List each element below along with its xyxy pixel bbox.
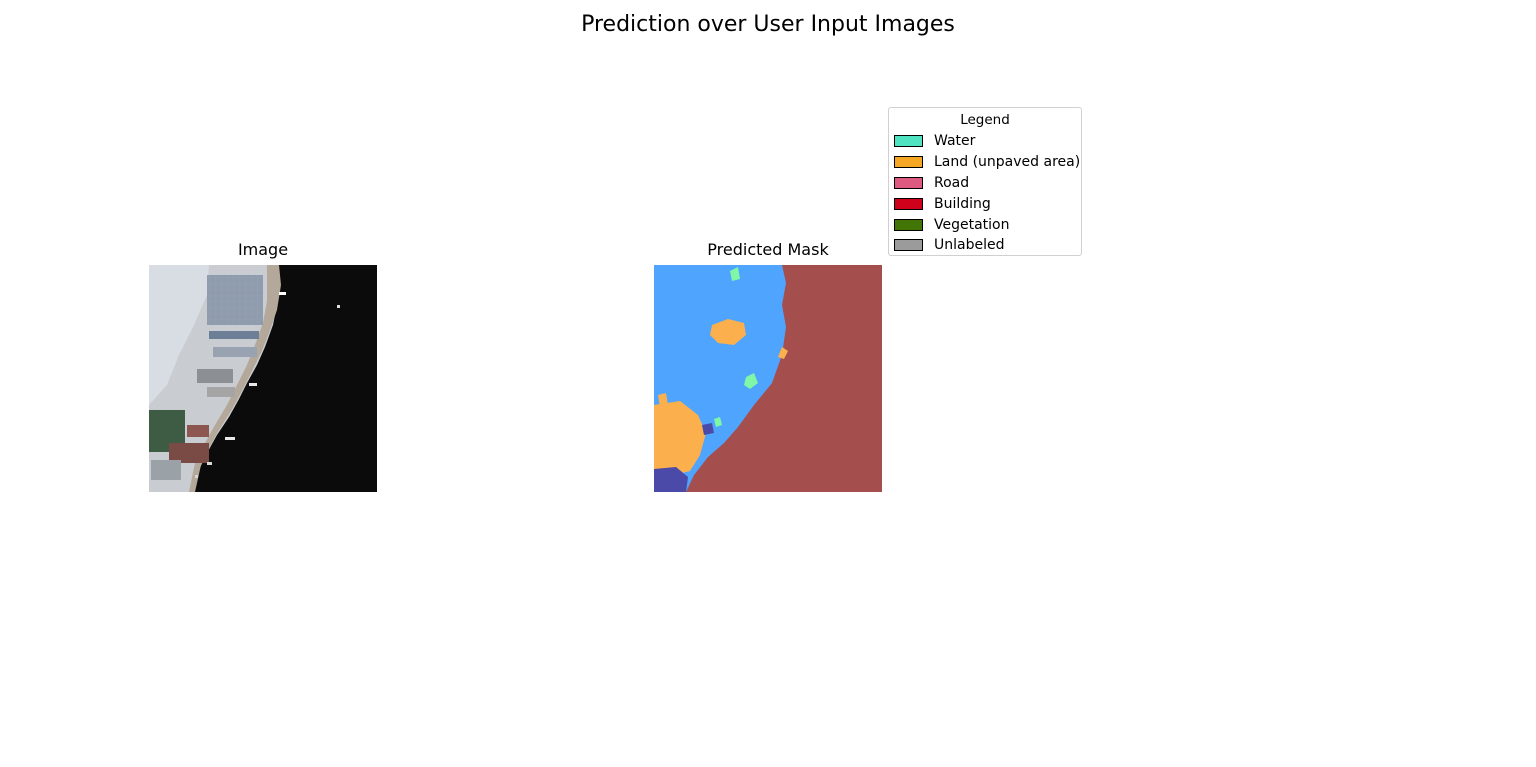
legend-item-vegetation: Vegetation: [894, 214, 1081, 235]
legend-item-unlabeled: Unlabeled: [894, 235, 1081, 256]
building-swatch: [894, 197, 923, 210]
legend-list: Water Land (unpaved area) Road Building …: [894, 131, 1081, 256]
legend-label-unlabeled: Unlabeled: [934, 237, 1005, 254]
mint-patch-3: [714, 417, 722, 427]
legend-item-building: Building: [894, 193, 1081, 214]
predicted-mask-graphic: [654, 265, 882, 492]
satellite-image-graphic: [149, 265, 377, 492]
predicted-mask: [654, 265, 882, 492]
unlabeled-swatch: [894, 239, 923, 252]
indigo-region: [654, 467, 688, 492]
legend-item-water: Water: [894, 131, 1081, 152]
figure-title: Prediction over User Input Images: [581, 12, 955, 37]
mask-panel-title: Predicted Mask: [707, 240, 829, 259]
legend-label-building: Building: [934, 195, 991, 212]
vegetation-swatch: [894, 218, 923, 231]
mint-patch: [744, 373, 758, 389]
land-patch: [710, 319, 746, 345]
legend-label-road: Road: [934, 174, 970, 191]
satellite-image: [149, 265, 377, 492]
legend-title: Legend: [960, 112, 1010, 128]
road-swatch: [894, 176, 923, 189]
legend-label-water: Water: [934, 133, 976, 150]
land-region: [654, 401, 706, 475]
legend-label-land: Land (unpaved area): [934, 154, 1081, 171]
image-panel-title: Image: [237, 240, 289, 259]
legend: Legend Water Land (unpaved area) Road Bu…: [888, 107, 1082, 256]
legend-item-road: Road: [894, 173, 1081, 194]
land-patch-3: [778, 347, 788, 359]
indigo-patch: [702, 423, 714, 435]
legend-item-land: Land (unpaved area): [894, 152, 1081, 173]
mint-patch-2: [730, 267, 740, 281]
land-patch-2: [658, 393, 668, 407]
land-swatch: [894, 156, 923, 169]
water-swatch: [894, 135, 923, 148]
legend-label-vegetation: Vegetation: [934, 216, 1010, 233]
